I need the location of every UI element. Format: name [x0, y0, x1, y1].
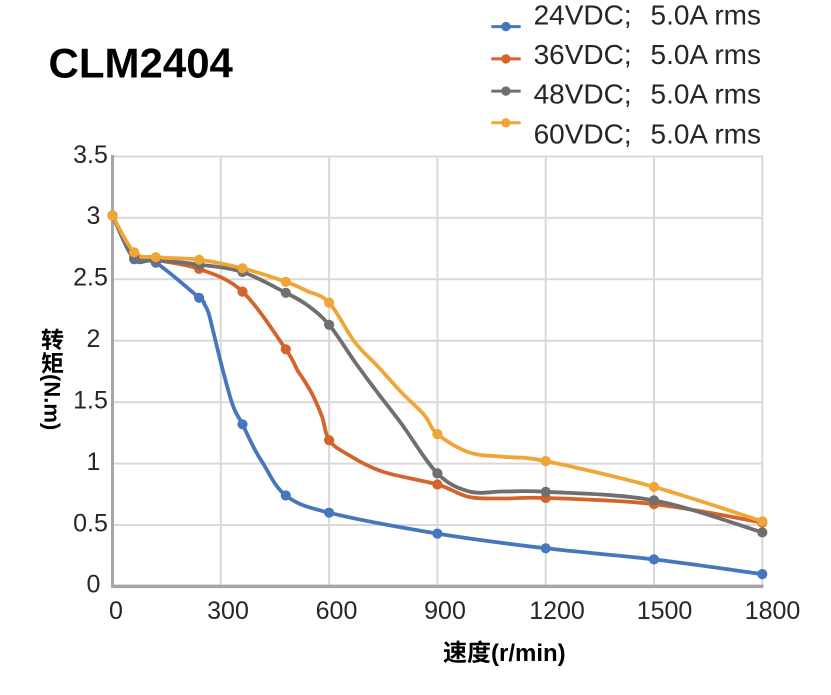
- svg-text:24VDC;: 24VDC;: [534, 0, 632, 31]
- svg-text:1.5: 1.5: [73, 387, 108, 415]
- svg-text:1200: 1200: [529, 597, 585, 625]
- svg-text:0.5: 0.5: [73, 509, 108, 537]
- svg-text:60VDC;: 60VDC;: [534, 118, 632, 149]
- svg-text:3.5: 3.5: [73, 141, 108, 169]
- svg-text:5.0A rms: 5.0A rms: [651, 118, 761, 149]
- svg-text:2.5: 2.5: [73, 264, 108, 292]
- svg-text:5.0A rms: 5.0A rms: [651, 0, 761, 31]
- svg-text:3: 3: [87, 202, 101, 230]
- svg-text:0: 0: [87, 571, 101, 599]
- svg-text:(r/min): (r/min): [491, 640, 566, 667]
- svg-text:300: 300: [207, 597, 249, 625]
- svg-text:5.0A rms: 5.0A rms: [651, 39, 761, 70]
- svg-text:(N.m): (N.m): [40, 374, 65, 430]
- svg-text:48VDC;: 48VDC;: [534, 79, 632, 110]
- svg-text:900: 900: [424, 597, 466, 625]
- svg-text:2: 2: [87, 325, 101, 353]
- svg-text:36VDC;: 36VDC;: [534, 39, 632, 70]
- svg-text:1: 1: [87, 448, 101, 476]
- svg-text:600: 600: [316, 597, 358, 625]
- svg-text:1500: 1500: [637, 597, 693, 625]
- svg-text:5.0A rms: 5.0A rms: [651, 79, 761, 110]
- svg-text:1800: 1800: [745, 597, 801, 625]
- svg-text:0: 0: [109, 597, 123, 625]
- svg-text:CLM2404: CLM2404: [49, 40, 234, 87]
